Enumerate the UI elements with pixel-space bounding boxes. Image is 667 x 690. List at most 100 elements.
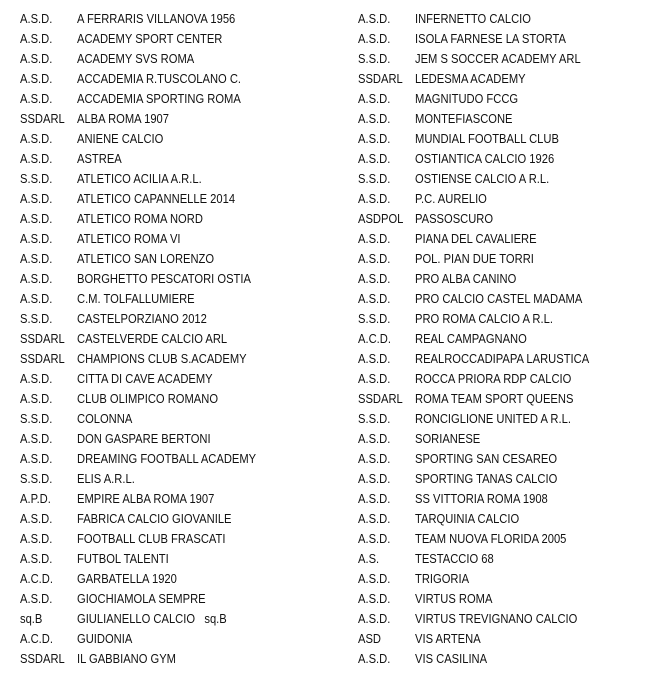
club-name: ALBA ROMA 1907 (77, 111, 169, 126)
club-legal-form: A.S.D. (20, 91, 53, 106)
club-name: FUTBOL TALENTI (77, 551, 169, 566)
club-legal-form: A.S.D. (20, 591, 53, 606)
club-name: DON GASPARE BERTONI (77, 431, 211, 446)
club-legal-form: SSDARL (20, 111, 65, 126)
club-legal-form: A.S.D. (358, 231, 391, 246)
club-name: REAL CAMPAGNANO (415, 331, 527, 346)
club-legal-form: A.S.D. (20, 451, 53, 466)
club-name: SPORTING TANAS CALCIO (415, 471, 558, 486)
club-name: ACCADEMIA R.TUSCOLANO C. (77, 71, 242, 86)
club-name: DREAMING FOOTBALL ACADEMY (77, 451, 257, 466)
club-name: SPORTING SAN CESAREO (415, 451, 558, 466)
club-name: PRO ROMA CALCIO A R.L. (415, 311, 553, 326)
club-legal-form: A.S.D. (358, 431, 391, 446)
club-name: TARQUINIA CALCIO (415, 511, 520, 526)
club-name: ANIENE CALCIO (77, 131, 164, 146)
club-name: SS VITTORIA ROMA 1908 (415, 491, 548, 506)
club-name: VIRTUS TREVIGNANO CALCIO (415, 611, 578, 626)
club-name: ACCADEMIA SPORTING ROMA (77, 91, 241, 106)
club-legal-form: A.S.D. (20, 191, 53, 206)
club-name: BORGHETTO PESCATORI OSTIA (77, 271, 251, 286)
club-legal-form: SSDARL (358, 391, 403, 406)
club-legal-form: ASDPOL (358, 211, 404, 226)
club-legal-form: A.S. (358, 551, 380, 566)
club-name: SORIANESE (415, 431, 481, 446)
club-name: CASTELVERDE CALCIO ARL (77, 331, 228, 346)
club-name: ACADEMY SPORT CENTER (77, 31, 223, 46)
club-legal-form: A.S.D. (358, 191, 391, 206)
club-legal-form: A.S.D. (358, 351, 391, 366)
club-name: TEAM NUOVA FLORIDA 2005 (415, 531, 567, 546)
club-name: EMPIRE ALBA ROMA 1907 (77, 491, 215, 506)
club-legal-form: A.S.D. (358, 91, 391, 106)
club-legal-form: A.S.D. (20, 291, 53, 306)
club-legal-form: A.C.D. (20, 571, 53, 586)
club-name: ATLETICO CAPANNELLE 2014 (77, 191, 236, 206)
club-legal-form: A.S.D. (20, 371, 53, 386)
club-legal-form: A.S.D. (358, 31, 391, 46)
club-legal-form: A.S.D. (358, 651, 391, 666)
club-legal-form: S.S.D. (20, 411, 53, 426)
club-legal-form: A.S.D. (20, 551, 53, 566)
club-name: MONTEFIASCONE (415, 111, 513, 126)
club-name: ELIS A.R.L. (77, 471, 135, 486)
club-name: ROCCA PRIORA RDP CALCIO (415, 371, 572, 386)
club-name: MAGNITUDO FCCG (415, 91, 519, 106)
club-name: FOOTBALL CLUB FRASCATI (77, 531, 226, 546)
club-name: REALROCCADIPAPA LARUSTICA (415, 351, 590, 366)
club-legal-form: A.S.D. (358, 471, 391, 486)
club-legal-form: SSDARL (20, 651, 65, 666)
club-legal-form: A.S.D. (20, 51, 53, 66)
club-legal-form: A.S.D. (20, 391, 53, 406)
club-name: C.M. TOLFALLUMIERE (77, 291, 195, 306)
club-name: MUNDIAL FOOTBALL CLUB (415, 131, 559, 146)
club-legal-form: A.S.D. (358, 111, 391, 126)
club-legal-form: A.S.D. (358, 131, 391, 146)
club-name: ATLETICO ACILIA A.R.L. (77, 171, 202, 186)
club-legal-form: S.S.D. (358, 51, 391, 66)
club-legal-form: A.S.D. (20, 71, 53, 86)
club-name: GIOCHIAMOLA SEMPRE (77, 591, 206, 606)
club-legal-form: S.S.D. (358, 171, 391, 186)
club-legal-form: SSDARL (20, 331, 65, 346)
club-name: CLUB OLIMPICO ROMANO (77, 391, 219, 406)
club-name: IL GABBIANO GYM (77, 651, 176, 666)
club-legal-form: A.S.D. (20, 151, 53, 166)
club-legal-form: SSDARL (20, 351, 65, 366)
club-legal-form: S.S.D. (358, 311, 391, 326)
club-name: VIRTUS ROMA (415, 591, 493, 606)
club-legal-form: S.S.D. (20, 311, 53, 326)
club-name: TESTACCIO 68 (415, 551, 494, 566)
club-legal-form: A.S.D. (358, 511, 391, 526)
club-legal-form: A.S.D. (20, 31, 53, 46)
club-name: JEM S SOCCER ACADEMY ARL (415, 51, 581, 66)
club-legal-form: A.S.D. (358, 571, 391, 586)
club-name: ATLETICO ROMA NORD (77, 211, 203, 226)
club-name: ASTREA (77, 151, 122, 166)
club-legal-form: sq.B (20, 611, 43, 626)
club-legal-form: A.S.D. (358, 531, 391, 546)
club-name: ATLETICO ROMA VI (77, 231, 181, 246)
club-name: PRO ALBA CANINO (415, 271, 517, 286)
club-name: P.C. AURELIO (415, 191, 487, 206)
club-legal-form: ASD (358, 631, 381, 646)
club-legal-form: A.S.D. (358, 251, 391, 266)
club-legal-form: A.S.D. (358, 271, 391, 286)
club-legal-form: S.S.D. (358, 411, 391, 426)
club-name: CHAMPIONS CLUB S.ACADEMY (77, 351, 247, 366)
club-name: INFERNETTO CALCIO (415, 11, 531, 26)
club-name: VIS ARTENA (415, 631, 481, 646)
club-name: OSTIANTICA CALCIO 1926 (415, 151, 555, 166)
club-legal-form: A.C.D. (20, 631, 53, 646)
club-name: RONCIGLIONE UNITED A R.L. (415, 411, 571, 426)
club-name: OSTIENSE CALCIO A R.L. (415, 171, 550, 186)
club-legal-form: A.C.D. (358, 331, 391, 346)
club-legal-form: A.S.D. (20, 211, 53, 226)
club-legal-form: A.S.D. (20, 11, 53, 26)
club-legal-form: A.S.D. (20, 231, 53, 246)
club-name: PASSOSCURO (415, 211, 494, 226)
club-legal-form: A.S.D. (358, 611, 391, 626)
club-name: GARBATELLA 1920 (77, 571, 177, 586)
club-legal-form: A.S.D. (358, 591, 391, 606)
club-name: ROMA TEAM SPORT QUEENS (415, 391, 574, 406)
